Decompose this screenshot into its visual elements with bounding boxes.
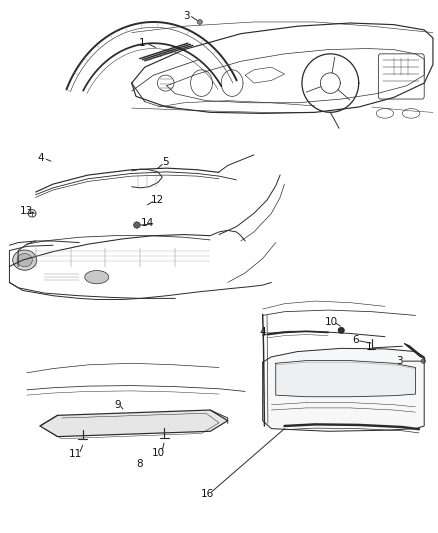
Ellipse shape — [13, 250, 37, 270]
Ellipse shape — [421, 359, 426, 364]
Text: 1: 1 — [365, 342, 372, 352]
Text: 14: 14 — [140, 218, 154, 228]
Text: 10: 10 — [325, 317, 338, 327]
Polygon shape — [263, 349, 424, 431]
Text: 3: 3 — [183, 11, 190, 21]
Text: 11: 11 — [69, 449, 82, 458]
Ellipse shape — [85, 270, 109, 284]
Text: 8: 8 — [136, 459, 143, 469]
Text: 9: 9 — [114, 400, 121, 410]
Ellipse shape — [134, 222, 140, 228]
Polygon shape — [40, 410, 228, 437]
Ellipse shape — [197, 20, 202, 25]
Ellipse shape — [338, 327, 344, 333]
Text: 1: 1 — [139, 38, 146, 47]
Text: 4: 4 — [38, 152, 44, 163]
Text: 3: 3 — [396, 356, 403, 366]
Text: 5: 5 — [162, 157, 169, 167]
Text: 13: 13 — [19, 206, 33, 216]
Polygon shape — [276, 361, 416, 397]
Text: 10: 10 — [152, 448, 165, 457]
Text: 12: 12 — [151, 195, 165, 205]
Text: 6: 6 — [352, 335, 359, 345]
Text: 4: 4 — [260, 327, 266, 337]
Ellipse shape — [17, 254, 32, 266]
Text: 16: 16 — [201, 489, 214, 499]
